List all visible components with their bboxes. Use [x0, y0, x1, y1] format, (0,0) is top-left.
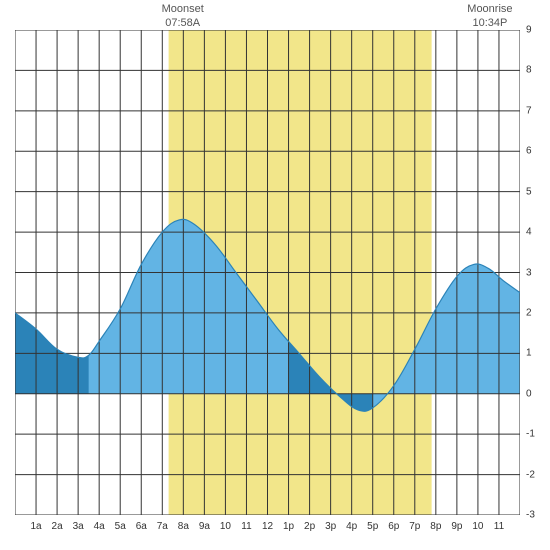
y-tick-label: 3	[526, 267, 532, 278]
x-tick-label: 6p	[388, 521, 399, 532]
x-tick-label: 3a	[73, 521, 84, 532]
x-tick-label: 10	[472, 521, 483, 532]
y-tick-label: 6	[526, 146, 532, 157]
x-tick-label: 12	[262, 521, 273, 532]
y-tick-label: 7	[526, 105, 532, 116]
moonset-label: Moonset07:58A	[153, 2, 213, 31]
x-tick-label: 11	[241, 521, 251, 532]
moonrise-title: Moonrise	[460, 2, 520, 16]
x-tick-label: 9p	[451, 521, 462, 532]
y-tick-label: -1	[526, 429, 535, 440]
x-tick-label: 10	[220, 521, 231, 532]
x-tick-label: 6a	[136, 521, 147, 532]
x-tick-label: 5a	[115, 521, 126, 532]
x-tick-label: 7p	[409, 521, 420, 532]
moonset-title: Moonset	[153, 2, 213, 16]
x-tick-label: 1a	[30, 521, 41, 532]
x-tick-label: 2a	[52, 521, 63, 532]
x-tick-label: 7a	[157, 521, 168, 532]
chart-svg	[15, 30, 520, 515]
y-tick-label: 1	[526, 348, 532, 359]
moonset-time: 07:58A	[153, 16, 213, 30]
y-tick-label: 5	[526, 186, 532, 197]
moonrise-label: Moonrise10:34P	[460, 2, 520, 31]
x-tick-label: 11	[494, 521, 504, 532]
y-tick-label: -3	[526, 510, 535, 521]
x-tick-label: 3p	[325, 521, 336, 532]
y-tick-label: 4	[526, 227, 532, 238]
x-tick-label: 2p	[304, 521, 315, 532]
moonrise-time: 10:34P	[460, 16, 520, 30]
x-tick-label: 1p	[283, 521, 294, 532]
x-tick-label: 8a	[178, 521, 189, 532]
y-tick-label: 8	[526, 65, 532, 76]
y-tick-label: 9	[526, 25, 532, 36]
y-tick-label: 2	[526, 307, 532, 318]
tide-chart	[15, 30, 520, 515]
x-tick-label: 4a	[94, 521, 105, 532]
x-tick-label: 8p	[430, 521, 441, 532]
x-tick-label: 4p	[346, 521, 357, 532]
x-tick-label: 5p	[367, 521, 378, 532]
y-tick-label: -2	[526, 469, 535, 480]
x-tick-label: 9a	[199, 521, 210, 532]
y-tick-label: 0	[526, 388, 532, 399]
